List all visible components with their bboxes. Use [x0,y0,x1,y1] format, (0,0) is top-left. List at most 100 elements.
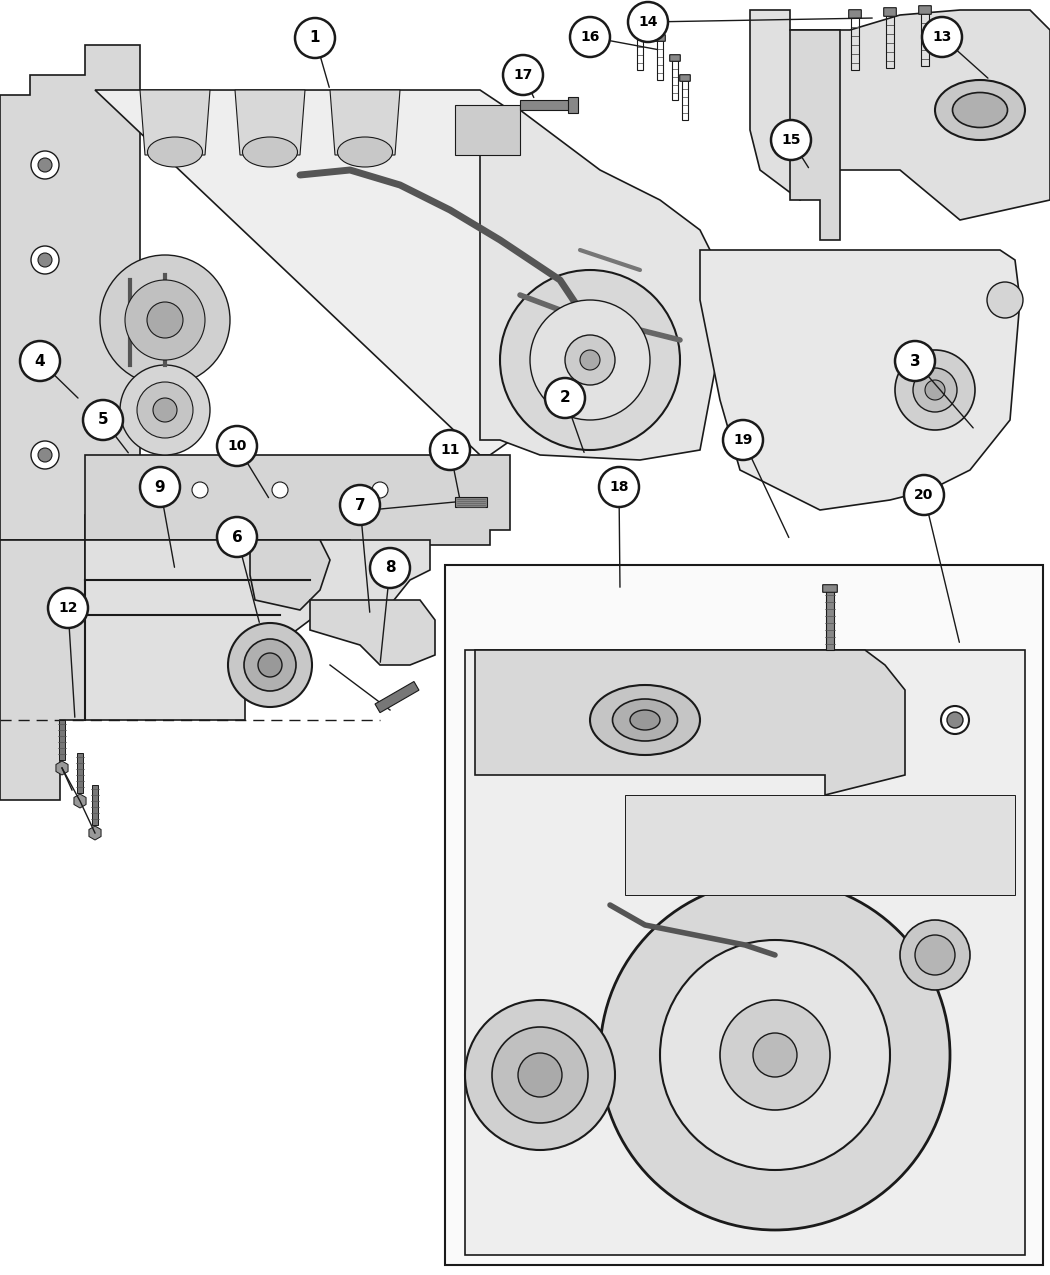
Ellipse shape [630,710,660,731]
Circle shape [370,548,410,588]
Circle shape [38,158,52,172]
Circle shape [580,351,600,370]
Circle shape [947,711,963,728]
Circle shape [600,880,950,1230]
Bar [637,28,643,70]
Circle shape [217,426,257,465]
Ellipse shape [934,80,1025,140]
Circle shape [192,482,208,499]
Circle shape [147,302,183,338]
Bar [92,785,98,825]
Circle shape [904,476,944,515]
Text: 1: 1 [310,31,320,46]
FancyBboxPatch shape [634,24,646,32]
Polygon shape [235,91,304,156]
Circle shape [32,246,59,274]
Circle shape [941,706,969,734]
Bar [672,57,678,99]
Text: 10: 10 [227,439,247,453]
Text: 3: 3 [909,353,920,368]
FancyBboxPatch shape [655,34,666,41]
Ellipse shape [243,136,297,167]
Circle shape [295,18,335,57]
Circle shape [922,17,962,57]
Bar [826,590,834,650]
Circle shape [503,55,543,96]
Bar [886,13,894,68]
Circle shape [32,441,59,469]
Ellipse shape [952,93,1008,128]
Circle shape [140,467,180,507]
Polygon shape [790,31,840,240]
Polygon shape [85,541,430,720]
Bar [455,497,487,507]
Circle shape [32,346,59,374]
Bar [77,754,83,793]
Bar [59,720,65,760]
Text: 16: 16 [581,31,600,45]
Circle shape [153,398,177,422]
Circle shape [48,588,88,629]
Polygon shape [750,10,1050,221]
Text: 19: 19 [733,434,753,448]
FancyBboxPatch shape [884,8,897,17]
Polygon shape [310,601,435,666]
Circle shape [895,340,934,381]
Ellipse shape [612,699,677,741]
Circle shape [244,639,296,691]
Text: 13: 13 [932,31,951,45]
Circle shape [723,419,763,460]
Circle shape [530,300,650,419]
Circle shape [518,1053,562,1096]
Polygon shape [94,91,560,455]
Text: 9: 9 [154,479,165,495]
Circle shape [272,482,288,499]
Polygon shape [480,110,730,460]
Circle shape [565,335,615,385]
Ellipse shape [337,136,393,167]
Circle shape [628,3,668,42]
Bar [445,565,1043,1265]
Polygon shape [140,91,210,156]
FancyBboxPatch shape [823,585,837,593]
Text: 14: 14 [638,15,657,29]
Text: 7: 7 [355,497,365,513]
Circle shape [258,653,282,677]
Circle shape [125,280,205,360]
Circle shape [987,282,1023,317]
Text: 5: 5 [98,413,108,427]
FancyBboxPatch shape [919,5,931,14]
Circle shape [500,270,680,450]
Circle shape [914,368,957,412]
Circle shape [38,252,52,266]
Bar [520,99,570,110]
Bar [682,78,688,120]
Circle shape [598,467,639,507]
FancyBboxPatch shape [679,75,690,82]
Text: 11: 11 [440,442,460,456]
Polygon shape [465,650,1025,1255]
Circle shape [430,430,470,470]
Polygon shape [0,45,140,541]
Ellipse shape [590,685,700,755]
Polygon shape [625,796,1015,895]
FancyBboxPatch shape [670,55,680,61]
Polygon shape [0,541,85,799]
Text: 4: 4 [35,353,45,368]
Circle shape [465,1000,615,1150]
Bar [375,682,419,713]
Text: 6: 6 [232,529,243,544]
Bar [921,11,929,66]
Circle shape [570,17,610,57]
Text: 8: 8 [384,561,395,575]
Bar [568,97,578,113]
Circle shape [753,1033,797,1077]
Polygon shape [475,650,905,796]
Circle shape [372,482,388,499]
Bar [850,15,859,70]
Circle shape [217,516,257,557]
Circle shape [120,365,210,455]
Circle shape [915,935,956,975]
Polygon shape [85,455,510,544]
Text: 17: 17 [513,68,532,82]
